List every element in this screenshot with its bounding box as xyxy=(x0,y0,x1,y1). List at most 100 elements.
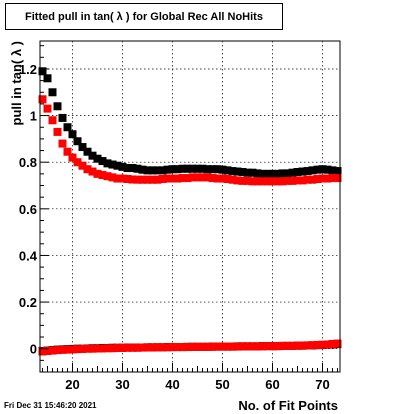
data-point xyxy=(233,342,242,351)
y-axis-label: pull in tan( λ ) xyxy=(9,41,24,126)
data-point xyxy=(153,175,162,184)
data-point xyxy=(248,177,257,186)
data-point xyxy=(163,165,172,174)
data-point xyxy=(63,123,72,132)
data-point xyxy=(288,176,297,185)
data-point xyxy=(43,104,52,113)
data-point xyxy=(293,168,302,177)
data-point xyxy=(213,165,222,174)
data-point xyxy=(278,169,287,178)
data-point xyxy=(58,139,67,148)
data-point xyxy=(248,168,257,177)
data-point xyxy=(78,161,87,170)
data-point xyxy=(223,166,232,175)
data-point xyxy=(148,175,157,184)
data-point xyxy=(43,74,52,83)
data-point xyxy=(173,174,182,183)
data-point xyxy=(308,175,317,184)
data-point xyxy=(213,174,222,183)
data-point xyxy=(328,174,337,183)
data-point xyxy=(158,174,167,183)
data-point xyxy=(48,116,57,125)
data-point xyxy=(138,165,147,174)
data-point xyxy=(188,342,197,351)
data-point xyxy=(218,174,227,183)
data-point xyxy=(148,343,157,352)
x-tick-label: 30 xyxy=(115,377,129,392)
data-point xyxy=(73,158,82,167)
data-point xyxy=(223,174,232,183)
data-point xyxy=(158,343,167,352)
data-point xyxy=(228,175,237,184)
data-point xyxy=(293,176,302,185)
data-point xyxy=(38,95,47,104)
data-point xyxy=(53,346,62,355)
timestamp: Fri Dec 31 15:46:20 2021 xyxy=(4,401,97,410)
data-point xyxy=(133,175,142,184)
data-point xyxy=(208,174,217,183)
chart-title-box: Fitted pull in tan( λ ) for Global Rec A… xyxy=(5,3,283,30)
data-point xyxy=(38,67,47,76)
data-point xyxy=(123,174,132,183)
plot-area xyxy=(40,41,340,372)
data-point xyxy=(158,166,167,175)
data-point xyxy=(108,173,117,182)
data-point xyxy=(223,342,232,351)
data-point xyxy=(53,102,62,111)
x-tick-label: 50 xyxy=(215,377,229,392)
data-point xyxy=(323,165,332,174)
data-point xyxy=(303,167,312,176)
data-point xyxy=(283,169,292,178)
data-point xyxy=(43,347,52,356)
plot-frame xyxy=(39,40,341,373)
y-tick-label: 0.6 xyxy=(19,202,37,217)
data-point xyxy=(228,342,237,351)
data-point xyxy=(198,164,207,173)
data-point xyxy=(318,174,327,183)
data-point xyxy=(143,175,152,184)
data-point xyxy=(163,174,172,183)
data-point xyxy=(233,167,242,176)
data-point xyxy=(218,342,227,351)
data-point xyxy=(313,340,322,349)
data-point xyxy=(163,343,172,352)
data-point xyxy=(143,166,152,175)
data-point xyxy=(48,346,57,355)
data-point xyxy=(118,343,127,352)
data-point xyxy=(228,167,237,176)
data-point xyxy=(273,177,282,186)
data-point xyxy=(93,154,102,163)
data-point xyxy=(313,165,322,174)
data-point xyxy=(308,166,317,175)
data-point xyxy=(333,174,342,183)
data-point xyxy=(243,176,252,185)
data-point xyxy=(288,341,297,350)
data-point xyxy=(168,165,177,174)
data-point xyxy=(333,167,342,176)
data-point xyxy=(183,164,192,173)
data-point xyxy=(88,167,97,176)
data-point xyxy=(98,344,107,353)
data-point xyxy=(268,169,277,178)
data-point xyxy=(188,173,197,182)
data-point xyxy=(233,176,242,185)
data-point xyxy=(213,342,222,351)
data-point xyxy=(268,177,277,186)
data-point xyxy=(268,342,277,351)
x-tick-label: 40 xyxy=(165,377,179,392)
data-point xyxy=(103,159,112,168)
data-point xyxy=(83,165,92,174)
data-point xyxy=(263,342,272,351)
data-point xyxy=(248,342,257,351)
data-point xyxy=(63,147,72,156)
data-point xyxy=(113,161,122,170)
data-point xyxy=(253,177,262,186)
data-point xyxy=(58,113,67,122)
data-point xyxy=(193,342,202,351)
data-point xyxy=(258,177,267,186)
data-point xyxy=(218,165,227,174)
data-point xyxy=(283,176,292,185)
data-point xyxy=(303,341,312,350)
data-point xyxy=(93,169,102,178)
data-point xyxy=(303,175,312,184)
